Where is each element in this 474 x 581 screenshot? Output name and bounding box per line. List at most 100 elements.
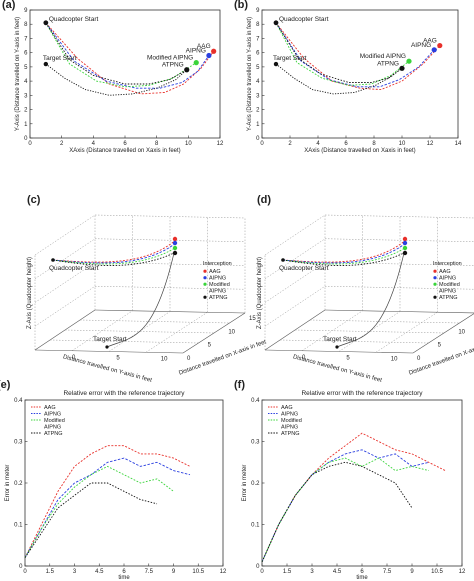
legend-entry: ATPNG — [439, 295, 458, 301]
intercept-point — [402, 245, 408, 251]
series-line-aipng — [261, 449, 429, 563]
x-tick-label: 4 — [316, 141, 320, 147]
x-tick-label: 14 — [455, 141, 462, 147]
series-annotation: AIPNG — [411, 42, 431, 49]
grid-line — [94, 262, 246, 266]
box-edge — [182, 312, 246, 354]
target-start-label: Target Start — [93, 336, 127, 343]
x-tick-label: 6 — [122, 569, 126, 575]
box-edge — [324, 214, 474, 219]
grid-line — [264, 262, 326, 303]
grid-line — [49, 339, 199, 344]
series-line-atpng — [261, 461, 413, 563]
legend-marker — [203, 282, 207, 286]
x-tick-label: 10.5 — [431, 569, 443, 575]
x-tick-label: 7.5 — [383, 569, 392, 575]
legend-entry: Modified — [44, 418, 65, 424]
legend-marker — [433, 295, 437, 299]
x-tick-label: 0 — [260, 569, 264, 575]
x-tick-label: 10 — [399, 141, 406, 147]
grid-line — [324, 286, 474, 290]
quad-start-label: Quadcopter Start — [49, 16, 99, 23]
trajectory-3d — [282, 247, 406, 265]
grid-line — [145, 312, 208, 353]
y-tick-label: 0.1 — [14, 523, 23, 529]
series-annotation: AIPNG — [186, 48, 206, 55]
series-line-aipng — [24, 457, 191, 558]
panel-3d: 0 5 10 15 0 5 10 Distance travelled on X-axis i… — [27, 194, 267, 384]
y-tick-label: 0 — [72, 355, 76, 361]
intercept-point — [431, 47, 437, 53]
y-tick-label: 0.4 — [14, 398, 23, 404]
z-axis-label: Z-Axis (Quadcopter height) — [257, 257, 263, 329]
y-tick-label: 2 — [256, 108, 260, 114]
intercept-point — [172, 250, 178, 256]
x-tick-label: 2 — [60, 141, 64, 147]
legend-entry: ATPNG — [44, 431, 63, 437]
y-tick-label: 0.3 — [14, 440, 23, 446]
target-start-label: Target Start — [323, 336, 357, 343]
grid-line — [264, 238, 326, 279]
panel-label: (d) — [257, 194, 271, 206]
grid-line — [34, 238, 96, 279]
series-annotation: AAG — [423, 38, 437, 45]
x-tick-label: 12 — [220, 569, 227, 575]
intercept-point — [402, 250, 408, 256]
y-tick-label: 1 — [24, 122, 28, 128]
x-tick-label: 6 — [344, 141, 348, 147]
trajectory-3d — [52, 252, 175, 266]
series-line-aag — [24, 445, 191, 558]
grid-line — [34, 286, 96, 327]
target-trajectory-3d — [336, 252, 405, 348]
y-tick-label: 7 — [256, 36, 260, 42]
series-line-aipng — [45, 22, 210, 89]
intercept-point — [206, 52, 212, 59]
quad-start-point — [273, 20, 279, 26]
target-start-point — [105, 345, 109, 349]
x-tick-label: 9 — [410, 569, 414, 575]
grid-line — [94, 238, 246, 242]
quad-start-label: Quadcopter Start — [49, 265, 99, 272]
legend-marker — [203, 295, 207, 299]
x-tick-label: 10 — [185, 141, 192, 147]
y-tick-label: 5 — [346, 356, 350, 362]
y-tick-label: 7 — [24, 36, 28, 42]
panel-label: (c) — [27, 194, 41, 206]
x-axis-label: Distance travelled on X-axis in feet — [178, 339, 267, 376]
x-tick-label: 7.5 — [145, 569, 154, 575]
grid-line — [324, 262, 474, 266]
y-tick-label: 0.2 — [14, 481, 23, 487]
legend-entry: ATPNG — [209, 295, 228, 301]
quad-start-label: Quadcopter Start — [279, 265, 329, 272]
series-annotation: ATPNG — [162, 62, 184, 69]
legend-entry: Modified — [281, 418, 302, 424]
panel-label: (f) — [234, 379, 245, 391]
y-axis-label: Distance travelled on Y-axis in feet — [62, 354, 152, 384]
intercept-point — [172, 245, 178, 251]
target-start-point — [43, 61, 49, 67]
x-axis-label: XAxis (Distance travelled on Xaxis in fe… — [304, 148, 415, 154]
trajectory-3d — [52, 247, 176, 265]
x-tick-label: 10 — [228, 329, 235, 335]
intercept-point — [211, 48, 217, 54]
y-tick-label: 3 — [256, 93, 260, 99]
grid-line — [79, 319, 230, 324]
grid-line — [375, 312, 438, 353]
x-tick-label: 9 — [172, 569, 176, 575]
series-line-modified-aipng — [24, 465, 174, 558]
x-tick-label: 8 — [155, 141, 159, 147]
series-line-aag — [45, 22, 215, 95]
x-tick-label: 0 — [260, 141, 264, 147]
target-start-label: Target Start — [43, 55, 77, 62]
quad-start-point — [281, 258, 285, 262]
y-tick-label: 9 — [24, 8, 28, 14]
y-tick-label: 10 — [391, 357, 398, 363]
series-line-atpng — [45, 22, 188, 85]
legend-entry: ATPNG — [281, 431, 300, 437]
x-tick-label: 3 — [73, 569, 77, 575]
x-tick-label: 15 — [249, 316, 256, 322]
trajectory-3d — [282, 252, 405, 266]
legend-entry: AAG — [281, 405, 293, 411]
y-tick-label: 3 — [24, 93, 28, 99]
intercept-point — [184, 67, 190, 73]
